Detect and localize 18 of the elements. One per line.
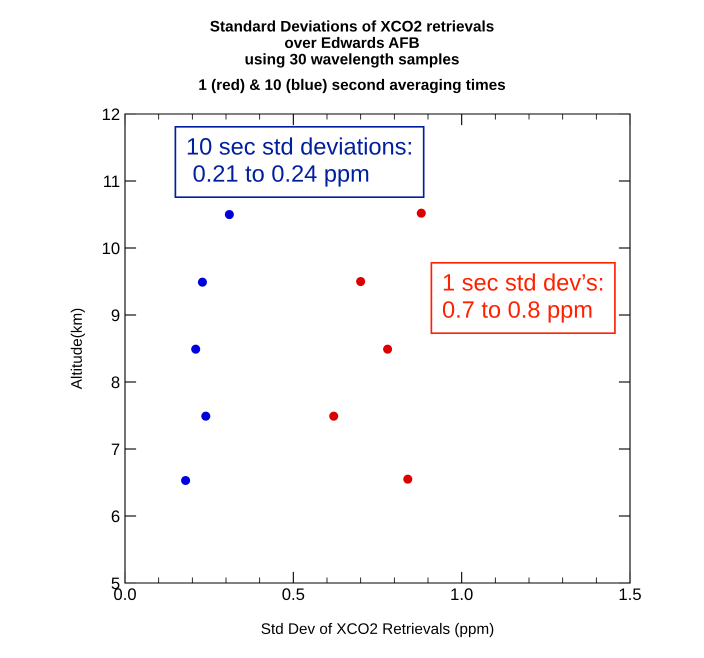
y-tick-label: 7 (112, 444, 120, 456)
annotation: 10 sec std deviations: 0.21 to 0.24 ppm (188, 137, 411, 187)
y-tick-label: 10 (102, 242, 120, 254)
chart-subtitle: 1 (red) & 10 (blue) second averaging times (199, 78, 506, 94)
y-tick-label: 9 (112, 309, 120, 322)
y-tick-label: 8 (112, 376, 120, 388)
annotation: 1 sec std dev’s: 0.7 to 0.8 ppm (442, 273, 602, 323)
x-tick-label: 0.0 (114, 588, 136, 600)
y-tick-label: 5 (112, 578, 120, 590)
x-axis-title: Std Dev of XCO2 Retrievals (ppm) (261, 622, 494, 638)
y-axis-title: Altitude(km) (70, 308, 85, 390)
y-tick-label: 6 (112, 510, 120, 522)
y-tick-label: 12 (102, 108, 120, 120)
x-tick-label: 1.0 (451, 588, 473, 600)
chart-title: Standard Deviations of XCO2 retrievals over Edwards AFB using 30 wavelength samples (210, 20, 494, 68)
x-tick-label: 0.5 (282, 588, 304, 600)
y-tick-label: 11 (104, 176, 120, 188)
x-tick-label: 1.5 (620, 588, 641, 600)
